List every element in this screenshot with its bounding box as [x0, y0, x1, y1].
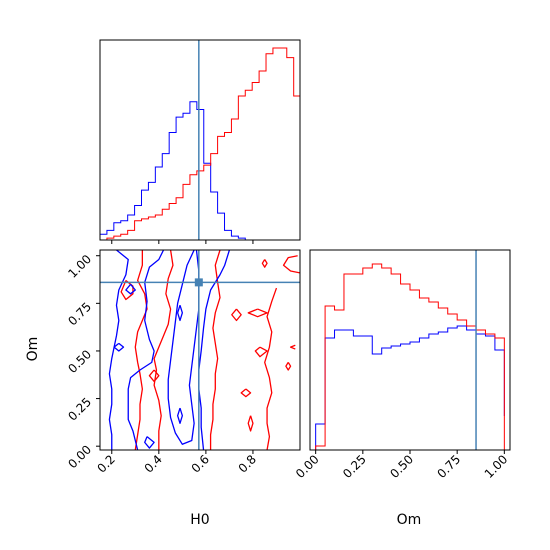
- contour-red: [264, 287, 278, 450]
- contour-blue: [113, 342, 125, 352]
- contour-red: [285, 362, 292, 371]
- h0-histogram-blue: [99, 101, 300, 241]
- contour-y-tick-label: 0.25: [65, 395, 94, 424]
- om-histogram-panel: 0.00 0.25 0.50 0.75 1.00: [293, 249, 511, 481]
- contour-blue: [176, 407, 184, 424]
- contour-red: [148, 369, 160, 383]
- contour-red: [209, 250, 221, 450]
- contour-red: [240, 388, 252, 398]
- contour-lines: [108, 250, 300, 450]
- contour-blue: [144, 436, 155, 449]
- contour-y-tick-label: 0.00: [65, 442, 94, 471]
- om-x-tick-label: 0.00: [293, 452, 322, 481]
- contour-red: [247, 415, 254, 432]
- x-axis-label-h0: H0: [190, 512, 209, 528]
- contour-red: [261, 259, 268, 268]
- om-x-tick-label: 1.00: [482, 452, 511, 481]
- contour-blue: [176, 305, 184, 322]
- h0-histogram-panel: [99, 39, 301, 244]
- contour-blue: [125, 283, 136, 295]
- contour-red: [247, 308, 268, 318]
- y-axis-label-om: Om: [25, 337, 41, 362]
- h0-om-contour-panel: 0.2 0.4 0.6 0.8 0.00 0.25 0.50 0.75 1.00: [65, 249, 301, 476]
- contour-red: [289, 344, 296, 350]
- om-x-tick-label: 0.50: [387, 452, 416, 481]
- contour-red: [153, 250, 174, 450]
- h0-histogram-red: [100, 47, 300, 241]
- contour-red: [231, 308, 242, 322]
- contour-blue: [108, 250, 129, 450]
- contour-x-tick-label: 0.4: [142, 452, 165, 475]
- h0-histogram-frame: [99, 39, 301, 241]
- contour-frame: [99, 249, 301, 451]
- contour-red: [282, 255, 300, 274]
- contour-x-tick-label: 0.2: [94, 452, 117, 475]
- contour-red: [120, 279, 134, 301]
- contour-x-tick-label: 0.6: [189, 452, 212, 475]
- contour-red: [254, 346, 268, 358]
- x-axis-label-om: Om: [397, 512, 422, 528]
- contour-blue: [198, 250, 231, 450]
- contour-blue: [167, 250, 200, 445]
- contour-blue: [127, 250, 165, 450]
- contour-red: [134, 250, 148, 450]
- contour-y-tick-label: 0.75: [65, 300, 94, 329]
- contour-x-tick-label: 0.8: [236, 452, 259, 475]
- om-x-tick-label: 0.25: [340, 452, 369, 481]
- contour-truth-marker: [194, 278, 203, 287]
- om-x-tick-label: 0.75: [434, 452, 463, 481]
- contour-y-tick-label: 1.00: [65, 252, 94, 281]
- contour-y-tick-label: 0.50: [65, 347, 94, 376]
- om-histogram-frame: [309, 249, 511, 451]
